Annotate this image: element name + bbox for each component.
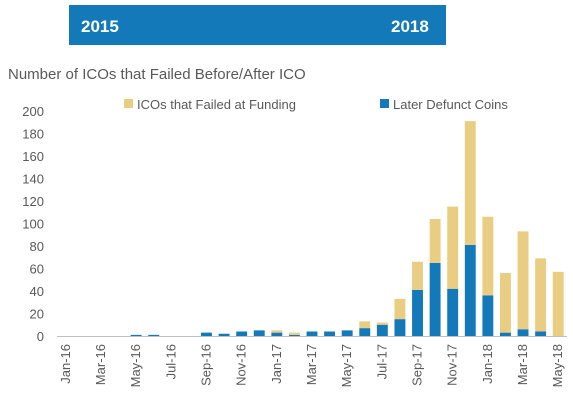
bar-later-defunct-coins-jan-18 <box>482 295 494 336</box>
bar-later-defunct-coins-nov-17 <box>447 288 459 336</box>
x-tick-label: May-18 <box>550 344 565 387</box>
bar-later-defunct-coins-jun-16 <box>148 334 160 336</box>
y-tick-label: 160 <box>22 149 44 164</box>
y-axis: 0 20 40 60 80 100 120 140 160 180 200 <box>22 104 44 344</box>
y-tick-label: 140 <box>22 172 44 187</box>
bars <box>130 121 564 336</box>
x-tick-label: Nov-16 <box>234 344 249 386</box>
bar-icos-that-failed-at-funding-jan-18 <box>482 216 494 296</box>
bar-later-defunct-coins-mar-18 <box>517 329 529 336</box>
legend-label-icos-that-failed-at-funding: ICOs that Failed at Funding <box>137 97 296 112</box>
bar-icos-that-failed-at-funding-sep-17 <box>412 261 423 290</box>
bar-later-defunct-coins-nov-16 <box>236 331 248 336</box>
bar-icos-that-failed-at-funding-feb-17 <box>288 332 300 335</box>
bar-later-defunct-coins-feb-17 <box>288 334 300 336</box>
bar-later-defunct-coins-sep-16 <box>201 332 212 336</box>
y-tick-label: 40 <box>30 284 44 299</box>
bar-later-defunct-coins-jan-17 <box>271 332 283 336</box>
bar-icos-that-failed-at-funding-dec-17 <box>464 121 476 245</box>
bar-icos-that-failed-at-funding-apr-18 <box>535 258 547 332</box>
y-tick-label: 0 <box>37 329 44 344</box>
chart-title: Number of ICOs that Failed Before/After … <box>8 66 306 83</box>
x-tick-label: Jul-17 <box>374 344 389 379</box>
bar-icos-that-failed-at-funding-oct-17 <box>429 219 441 263</box>
x-tick-label: Jan-18 <box>480 344 495 384</box>
bar-later-defunct-coins-apr-18 <box>535 331 547 336</box>
legend: ICOs that Failed at Funding Later Defunct… <box>124 97 508 112</box>
x-tick-label: May-16 <box>128 344 143 387</box>
bar-icos-that-failed-at-funding-nov-17 <box>447 206 459 289</box>
bar-icos-that-failed-at-funding-aug-17 <box>394 298 406 320</box>
bar-later-defunct-coins-feb-18 <box>499 332 511 336</box>
y-tick-label: 100 <box>22 217 44 232</box>
bar-later-defunct-coins-oct-17 <box>429 262 441 336</box>
legend-swatch-icos-that-failed-at-funding <box>124 99 133 108</box>
x-tick-label: Jan-17 <box>269 344 284 384</box>
x-tick-label: Mar-18 <box>515 344 530 385</box>
bar-icos-that-failed-at-funding-may-18 <box>552 271 564 336</box>
y-tick-label: 80 <box>30 239 44 254</box>
banner-start-label: 2015 <box>81 17 119 36</box>
bar-icos-that-failed-at-funding-jun-17 <box>359 321 371 329</box>
bar-later-defunct-coins-jun-17 <box>359 328 371 336</box>
y-tick-label: 20 <box>30 307 44 322</box>
y-tick-label: 60 <box>30 262 44 277</box>
y-tick-label: 120 <box>22 194 44 209</box>
x-tick-label: May-17 <box>339 344 354 387</box>
year-range-banner: 2015 2018 <box>69 5 446 45</box>
legend-label-later-defunct-coins: Later Defunct Coins <box>393 97 508 112</box>
x-tick-label: Mar-16 <box>93 344 108 385</box>
x-tick-label: Jan-16 <box>58 344 73 384</box>
x-tick-label: Mar-17 <box>304 344 319 385</box>
x-tick-label: Nov-17 <box>445 344 460 386</box>
x-tick-label: Sep-16 <box>198 344 213 386</box>
x-tick-label: Jul-16 <box>163 344 178 379</box>
x-axis: Jan-16 Mar-16 May-16 Jul-16 Sep-16 Nov-16 Jan-… <box>58 344 565 387</box>
bar-later-defunct-coins-sep-17 <box>412 289 423 336</box>
bar-later-defunct-coins-apr-17 <box>324 331 336 336</box>
bar-icos-that-failed-at-funding-jul-17 <box>376 322 388 325</box>
legend-swatch-later-defunct-coins <box>380 99 389 108</box>
y-tick-label: 180 <box>22 127 44 142</box>
bar-later-defunct-coins-jul-17 <box>376 324 388 336</box>
bar-later-defunct-coins-may-17 <box>341 330 353 336</box>
x-tick-label: Sep-17 <box>410 344 425 386</box>
banner-background <box>69 5 446 45</box>
bar-later-defunct-coins-may-16 <box>130 334 142 336</box>
bar-later-defunct-coins-aug-17 <box>394 319 406 336</box>
bar-later-defunct-coins-dec-16 <box>253 330 265 336</box>
bar-icos-that-failed-at-funding-mar-18 <box>517 231 529 330</box>
bar-later-defunct-coins-oct-16 <box>218 333 230 336</box>
bar-icos-that-failed-at-funding-jan-17 <box>271 330 283 333</box>
bar-icos-that-failed-at-funding-feb-18 <box>499 273 511 333</box>
banner-end-label: 2018 <box>391 17 429 36</box>
bar-later-defunct-coins-dec-17 <box>464 244 476 336</box>
bar-later-defunct-coins-mar-17 <box>306 331 318 336</box>
y-tick-label: 200 <box>22 104 44 119</box>
